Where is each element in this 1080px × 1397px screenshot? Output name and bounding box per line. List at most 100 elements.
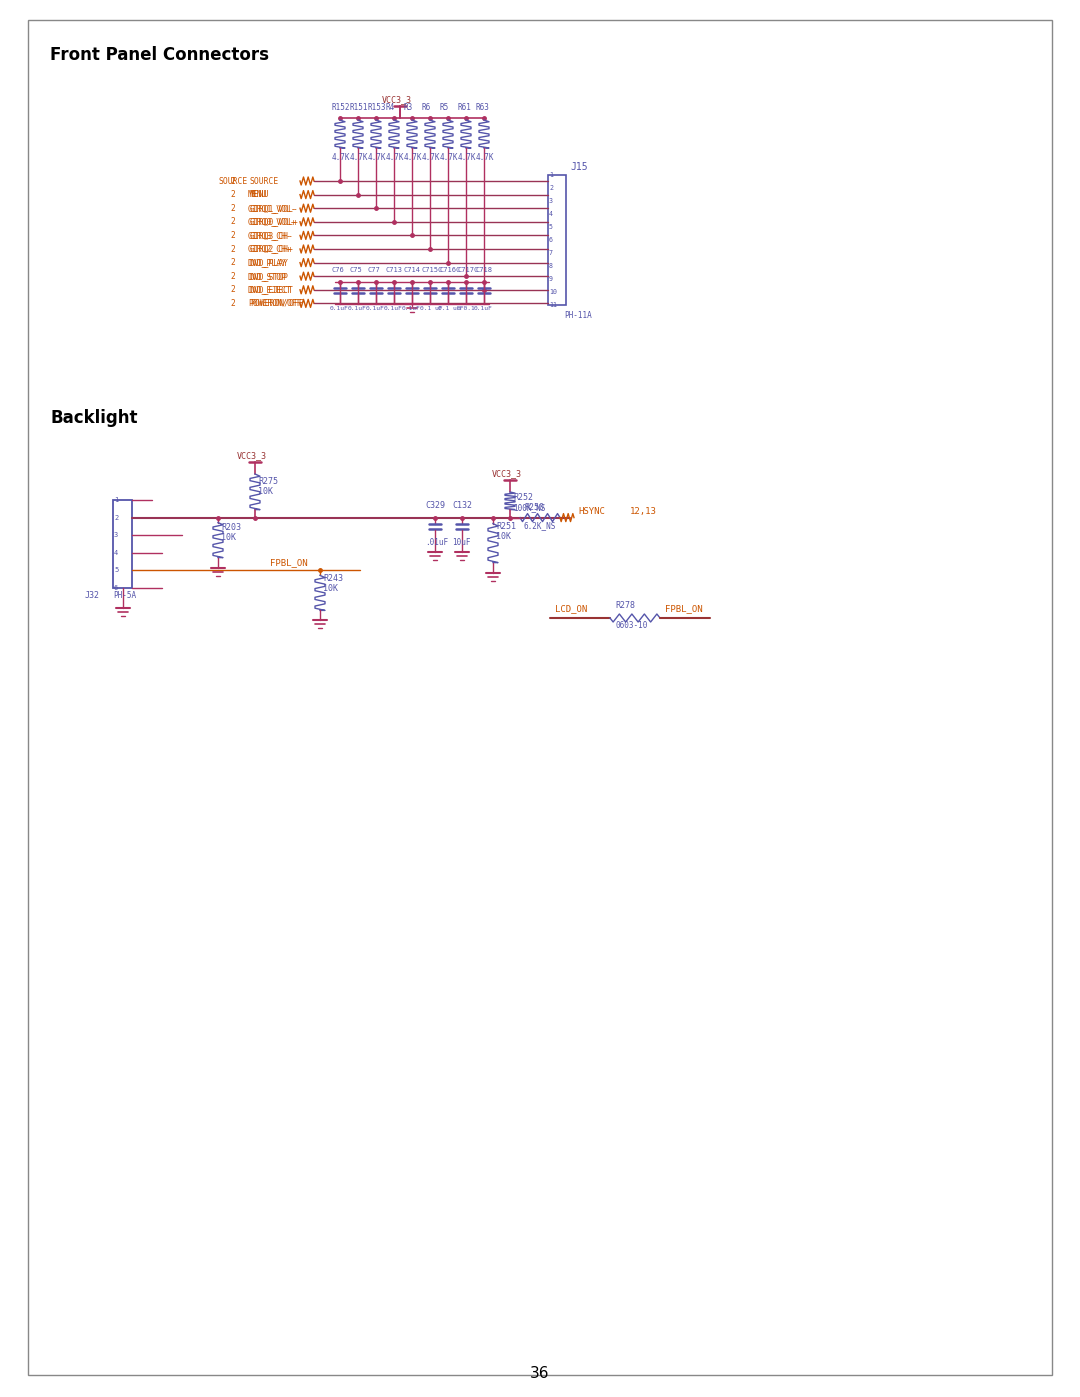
Text: R153: R153	[368, 103, 387, 113]
Text: C715C: C715C	[421, 267, 442, 272]
Text: MENU: MENU	[249, 190, 270, 200]
Text: PH-5A: PH-5A	[113, 591, 136, 601]
Text: 2: 2	[230, 190, 234, 200]
Text: 4.7K: 4.7K	[458, 152, 476, 162]
Text: R61: R61	[458, 103, 472, 113]
Text: C132: C132	[453, 502, 472, 510]
Text: 2: 2	[230, 231, 234, 240]
Text: 0.1uF: 0.1uF	[348, 306, 367, 312]
Text: 3: 3	[549, 198, 553, 204]
Text: 12,13: 12,13	[630, 507, 657, 515]
Text: 4.7K: 4.7K	[440, 152, 459, 162]
Text: 10K: 10K	[258, 488, 273, 496]
Text: GIRQ3_CH-: GIRQ3_CH-	[248, 231, 292, 240]
Text: C76: C76	[330, 267, 343, 272]
Text: R203: R203	[221, 522, 241, 532]
Text: 8: 8	[549, 263, 553, 270]
Text: 0.1 uF: 0.1 uF	[420, 306, 443, 312]
Text: R251: R251	[496, 522, 516, 531]
Text: POWERON/OFF: POWERON/OFF	[248, 299, 301, 307]
Text: uF0.1: uF0.1	[456, 306, 475, 312]
Text: GIRQ0_VOL+: GIRQ0_VOL+	[249, 218, 299, 226]
Bar	[113, 500, 132, 588]
Text: FPBL_ON: FPBL_ON	[665, 605, 703, 613]
Bar	[548, 175, 566, 305]
Text: GIRQ0_VOL+: GIRQ0_VOL+	[248, 218, 297, 226]
Text: 2: 2	[230, 204, 234, 212]
Text: R250: R250	[524, 503, 544, 513]
Text: DVD_PLAY: DVD_PLAY	[248, 258, 287, 267]
Text: 0.1 uF: 0.1 uF	[438, 306, 460, 312]
Text: FPBL_ON: FPBL_ON	[270, 557, 308, 567]
Text: 4: 4	[549, 211, 553, 217]
Text: Front Panel Connectors: Front Panel Connectors	[50, 46, 269, 64]
Text: MENU: MENU	[248, 190, 268, 200]
Text: C717C: C717C	[457, 267, 478, 272]
Text: R63: R63	[476, 103, 490, 113]
Text: R278: R278	[615, 602, 635, 610]
Text: LCD_ON: LCD_ON	[555, 605, 588, 613]
Text: 6: 6	[549, 237, 553, 243]
Text: 2: 2	[230, 285, 234, 295]
Text: 2: 2	[230, 218, 234, 226]
Text: 10K: 10K	[496, 532, 511, 541]
Text: R252: R252	[513, 493, 534, 503]
Text: 4.7K: 4.7K	[350, 152, 368, 162]
Text: C75: C75	[349, 267, 362, 272]
Text: 5: 5	[114, 567, 118, 573]
Text: 10uF: 10uF	[453, 538, 471, 548]
Text: 4.7K: 4.7K	[332, 152, 351, 162]
Text: PH-11A: PH-11A	[564, 310, 592, 320]
Text: 2: 2	[230, 176, 234, 186]
Text: 0.1uF: 0.1uF	[330, 306, 349, 312]
Text: SOURCE: SOURCE	[219, 176, 248, 186]
Text: 10K: 10K	[323, 584, 338, 592]
Text: GIRQ1_VOL-: GIRQ1_VOL-	[248, 204, 297, 212]
Text: 11: 11	[549, 302, 557, 307]
Text: 1: 1	[549, 172, 553, 177]
Text: VCC3_3: VCC3_3	[382, 95, 411, 105]
Text: 6.2K_NS: 6.2K_NS	[524, 521, 556, 529]
Text: VCC3_3: VCC3_3	[492, 469, 522, 479]
Text: VCC3_3: VCC3_3	[237, 451, 267, 461]
Text: 2: 2	[230, 271, 234, 281]
Text: 9: 9	[549, 277, 553, 282]
Text: C713: C713	[384, 267, 402, 272]
Text: R5: R5	[440, 103, 449, 113]
Text: R4: R4	[386, 103, 395, 113]
Text: 5: 5	[549, 224, 553, 231]
Text: 6: 6	[114, 585, 118, 591]
Text: 2: 2	[549, 184, 553, 191]
Text: 4.7K: 4.7K	[386, 152, 405, 162]
Text: GIRQ1_VOL-: GIRQ1_VOL-	[249, 204, 299, 212]
Text: 2: 2	[114, 514, 118, 521]
Text: 36: 36	[530, 1365, 550, 1380]
Text: 4.7K: 4.7K	[422, 152, 441, 162]
Text: 0.1uF: 0.1uF	[474, 306, 492, 312]
Text: 0603-10: 0603-10	[615, 622, 647, 630]
Text: 4.7K: 4.7K	[476, 152, 495, 162]
Text: 2: 2	[230, 258, 234, 267]
Text: DVD_EJECT: DVD_EJECT	[248, 285, 292, 295]
Text: DVD_STOP: DVD_STOP	[248, 271, 287, 281]
Text: DVD_PLAY: DVD_PLAY	[249, 258, 289, 267]
Text: 1: 1	[114, 497, 118, 503]
Text: 2: 2	[230, 244, 234, 253]
Text: 0.1uF: 0.1uF	[384, 306, 403, 312]
Text: R151: R151	[350, 103, 368, 113]
Text: C714: C714	[403, 267, 420, 272]
Text: R3: R3	[404, 103, 414, 113]
Text: Backlight: Backlight	[50, 409, 137, 427]
Text: R152: R152	[332, 103, 351, 113]
Text: R243: R243	[323, 574, 343, 583]
Text: DVD_STOP: DVD_STOP	[249, 271, 289, 281]
Text: 0.1uF: 0.1uF	[402, 306, 421, 312]
Text: C329: C329	[426, 502, 445, 510]
Text: HSYNC: HSYNC	[578, 507, 605, 515]
Text: J32: J32	[85, 591, 100, 601]
Text: 3: 3	[114, 532, 118, 538]
Text: C716C: C716C	[438, 267, 460, 272]
Text: C718: C718	[475, 267, 492, 272]
Text: 7: 7	[549, 250, 553, 256]
Text: .01uF: .01uF	[426, 538, 448, 548]
